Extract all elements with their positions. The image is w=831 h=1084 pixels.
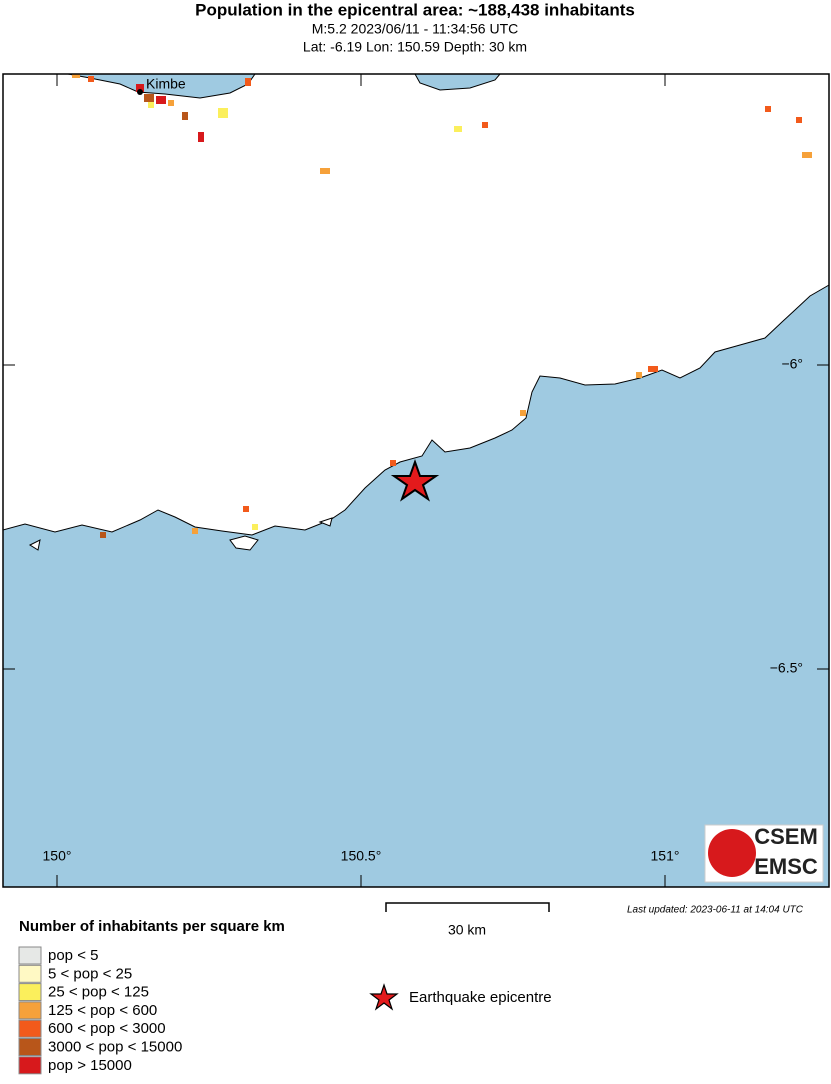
lon-label: 150.5°	[341, 848, 382, 864]
map: Kimbe 150° 150.5° 151° −6° −6.5° CSEM EMSC	[2, 73, 830, 888]
scale-label: 30 km	[448, 922, 486, 938]
last-updated: Last updated: 2023-06-11 at 14:04 UTC	[627, 905, 804, 916]
legend-label: pop < 5	[48, 947, 98, 964]
epicentre-star	[390, 459, 440, 502]
lon-label: 151°	[651, 848, 680, 864]
legend-swatch	[18, 1019, 42, 1038]
scale-bar	[385, 902, 550, 912]
lat-label: −6°	[781, 356, 803, 372]
logo-globe	[708, 829, 756, 877]
legend-swatch	[18, 1038, 42, 1056]
legend-swatch	[18, 946, 42, 965]
city-marker	[137, 89, 143, 95]
legend-label: Earthquake epicentre	[409, 989, 552, 1006]
logo-text: EMSC	[754, 854, 818, 879]
legend-swatch	[18, 964, 42, 983]
logo-text: CSEM	[754, 824, 818, 849]
legend-label: 3000 < pop < 15000	[48, 1038, 182, 1055]
title: Population in the epicentral area: ~188,…	[195, 0, 635, 19]
legend-label: 5 < pop < 25	[48, 965, 132, 982]
island	[28, 517, 333, 551]
legend-label: 125 < pop < 600	[48, 1002, 157, 1019]
legend-swatch	[18, 1056, 42, 1075]
legend-star	[369, 983, 399, 1011]
subtitle: Lat: -6.19 Lon: 150.59 Depth: 30 km	[303, 39, 527, 55]
legend-swatch	[18, 983, 42, 1002]
logo: CSEM EMSC	[704, 824, 824, 883]
legend-label: pop > 15000	[48, 1057, 132, 1074]
legend-title: Number of inhabitants per square km	[19, 918, 285, 935]
legend-label: 600 < pop < 3000	[48, 1020, 166, 1037]
lat-label: −6.5°	[770, 660, 803, 676]
subtitle: M:5.2 2023/06/11 - 11:34:56 UTC	[312, 21, 519, 37]
map-frame	[2, 73, 830, 888]
city-label: Kimbe	[146, 76, 186, 92]
legend-label: 25 < pop < 125	[48, 984, 149, 1001]
population-cells	[72, 74, 812, 538]
legend-swatch	[18, 1001, 42, 1020]
lon-label: 150°	[43, 848, 72, 864]
